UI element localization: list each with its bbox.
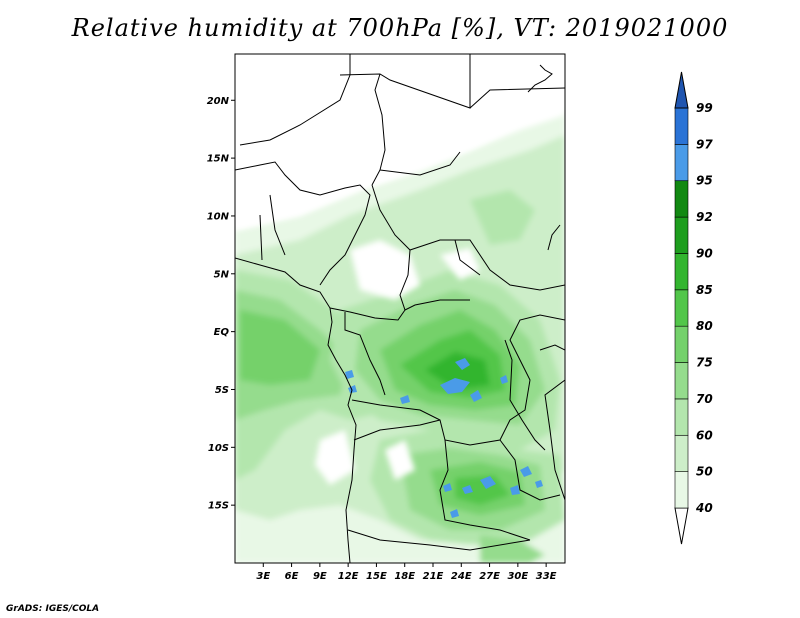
colorbar-label: 92 (696, 210, 713, 224)
colorbar-label: 60 (696, 428, 713, 442)
colorbar-label: 99 (696, 101, 713, 115)
lat-tick-label: 5N (214, 269, 230, 280)
colorbar-segment (674, 216, 689, 254)
lon-tick-label: 18E (394, 571, 415, 582)
colorbar-segment (674, 434, 689, 472)
lat-tick-label: 15S (208, 501, 229, 512)
colorbar-segment (674, 362, 689, 400)
colorbar-segment (674, 325, 689, 363)
grads-credit: GrADS: IGES/COLA (6, 604, 100, 614)
lat-axis: 20N 15N 10N 5N EQ 5S 10S 15S (207, 96, 235, 512)
colorbar-label: 40 (695, 501, 713, 515)
humidity-shading (235, 54, 565, 563)
colorbar-label: 50 (696, 465, 713, 479)
lon-tick-label: 33E (536, 571, 557, 582)
lon-tick-label: 24E (451, 571, 472, 582)
country-borders (235, 54, 565, 563)
colorbar-segment (674, 471, 689, 509)
colorbar-segment (674, 180, 689, 218)
lon-axis: 3E 6E 9E 12E 15E 18E 21E 24E 27E 30E 33E (256, 563, 557, 582)
colorbar-segment (674, 253, 689, 291)
colorbar-segment (674, 107, 689, 145)
lon-tick-label: 6E (285, 571, 299, 582)
lon-tick-label: 27E (479, 571, 500, 582)
colorbar-label: 95 (696, 174, 713, 188)
colorbar-label: 75 (696, 356, 713, 370)
lat-tick-label: 20N (207, 96, 230, 107)
colorbar-label: 85 (696, 283, 713, 297)
colorbar-label: 97 (696, 137, 713, 151)
lat-tick-label: 5S (215, 385, 229, 396)
colorbar-above-arrow (674, 71, 689, 109)
colorbar-below-arrow (674, 507, 689, 545)
colorbar-legend: 40 50 60 70 75 80 85 90 92 95 97 99 (674, 71, 713, 545)
map-frame (234, 53, 566, 564)
colorbar-label: 90 (696, 246, 713, 260)
lat-tick-label: EQ (214, 327, 230, 338)
colorbar-segment (674, 398, 689, 436)
lat-tick-label: 10N (207, 211, 230, 222)
lon-tick-label: 30E (507, 571, 528, 582)
lat-tick-label: 10S (208, 443, 229, 454)
lon-tick-label: 12E (338, 571, 359, 582)
colorbar-label: 80 (696, 319, 713, 333)
lon-tick-label: 21E (423, 571, 444, 582)
lat-tick-label: 15N (207, 154, 230, 165)
lon-tick-label: 3E (256, 571, 270, 582)
colorbar-segment (674, 289, 689, 327)
map-title: Relative humidity at 700hPa [%], VT: 201… (71, 14, 729, 42)
colorbar-segment (674, 144, 689, 182)
lon-tick-label: 15E (366, 571, 387, 582)
lon-tick-label: 9E (313, 571, 327, 582)
colorbar-label: 70 (696, 392, 713, 406)
